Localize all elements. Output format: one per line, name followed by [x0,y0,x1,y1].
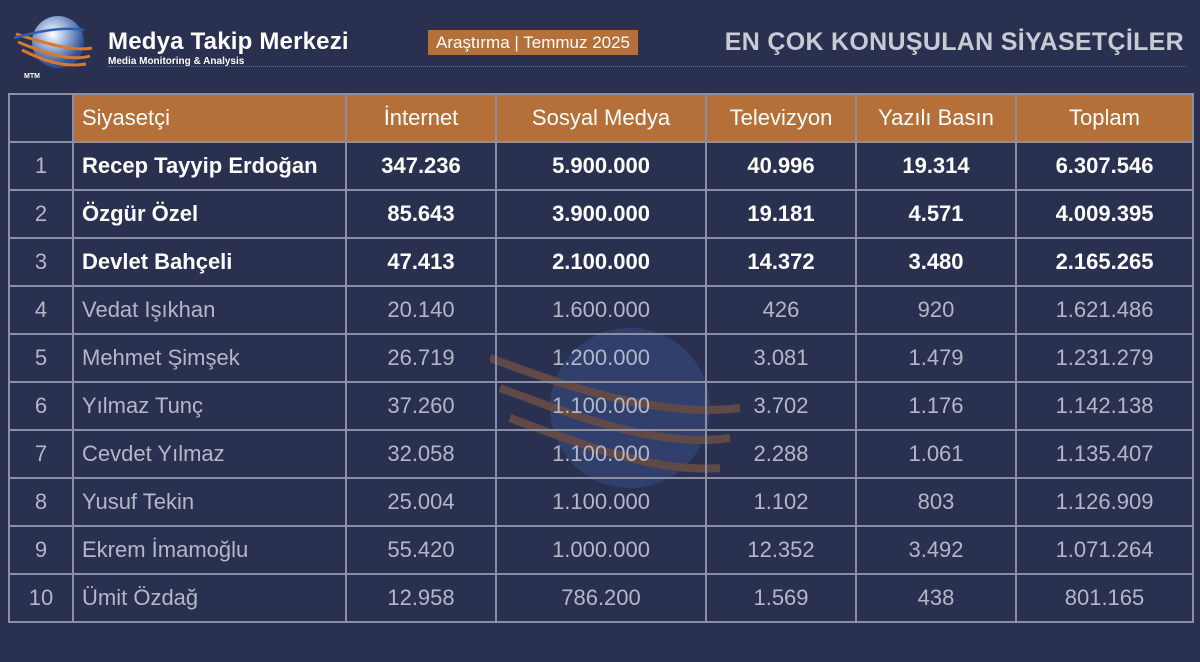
table-row: 5 Mehmet Şimşek 26.719 1.200.000 3.081 1.479 1… [8,333,1194,383]
politician-name: Yusuf Tekin [72,477,347,527]
politicians-table: Siyasetçi İnternet Sosyal Medya Televizy… [8,93,1194,623]
page-title: EN ÇOK KONUŞULAN SİYASETÇİLER [724,28,1184,56]
politician-name: Vedat Işıkhan [72,285,347,335]
total-value: 6.307.546 [1015,141,1194,191]
social-media-value: 786.200 [495,573,707,623]
social-media-value: 1.200.000 [495,333,707,383]
rank-cell: 2 [8,189,74,239]
politician-name: Cevdet Yılmaz [72,429,347,479]
television-value: 19.181 [705,189,857,239]
print-press-value: 4.571 [855,189,1017,239]
rank-cell: 5 [8,333,74,383]
politician-name: Ekrem İmamoğlu [72,525,347,575]
table-row: 7 Cevdet Yılmaz 32.058 1.100.000 2.288 1.061 1… [8,429,1194,479]
television-value: 12.352 [705,525,857,575]
internet-value: 25.004 [345,477,497,527]
brand-name: Medya Takip Merkezi [108,28,349,55]
television-value: 3.702 [705,381,857,431]
internet-value: 32.058 [345,429,497,479]
header-internet: İnternet [345,93,497,143]
print-press-value: 19.314 [855,141,1017,191]
total-value: 2.165.265 [1015,237,1194,287]
print-press-value: 3.480 [855,237,1017,287]
total-value: 1.621.486 [1015,285,1194,335]
globe-logo-icon: MTM [13,16,93,80]
social-media-value: 1.600.000 [495,285,707,335]
television-value: 2.288 [705,429,857,479]
header-politician: Siyasetçi [72,93,347,143]
internet-value: 55.420 [345,525,497,575]
rank-cell: 6 [8,381,74,431]
table-row: 4 Vedat Işıkhan 20.140 1.600.000 426 920 1.621… [8,285,1194,335]
header-total: Toplam [1015,93,1194,143]
header: MTM Medya Takip Merkezi Media Monitoring… [0,0,1200,90]
politician-name: Recep Tayyip Erdoğan [72,141,347,191]
internet-value: 26.719 [345,333,497,383]
television-value: 1.102 [705,477,857,527]
social-media-value: 2.100.000 [495,237,707,287]
television-value: 1.569 [705,573,857,623]
television-value: 3.081 [705,333,857,383]
rank-cell: 10 [8,573,74,623]
table-header-row: Siyasetçi İnternet Sosyal Medya Televizy… [8,93,1194,143]
politician-name: Yılmaz Tunç [72,381,347,431]
table-row: 10 Ümit Özdağ 12.958 786.200 1.569 438 801.165 [8,573,1194,623]
logo-abbr: MTM [24,73,40,80]
social-media-value: 5.900.000 [495,141,707,191]
print-press-value: 1.176 [855,381,1017,431]
total-value: 1.231.279 [1015,333,1194,383]
total-value: 4.009.395 [1015,189,1194,239]
total-value: 801.165 [1015,573,1194,623]
social-media-value: 1.100.000 [495,477,707,527]
television-value: 426 [705,285,857,335]
print-press-value: 803 [855,477,1017,527]
rank-cell: 8 [8,477,74,527]
total-value: 1.071.264 [1015,525,1194,575]
table-row: 9 Ekrem İmamoğlu 55.420 1.000.000 12.352 3.49… [8,525,1194,575]
table-row: 1 Recep Tayyip Erdoğan 347.236 5.900.000 40.… [8,141,1194,191]
print-press-value: 1.479 [855,333,1017,383]
header-television: Televizyon [705,93,857,143]
print-press-value: 3.492 [855,525,1017,575]
internet-value: 20.140 [345,285,497,335]
politician-name: Ümit Özdağ [72,573,347,623]
social-media-value: 1.000.000 [495,525,707,575]
header-rank [8,93,74,143]
politician-name: Mehmet Şimşek [72,333,347,383]
rank-cell: 9 [8,525,74,575]
internet-value: 85.643 [345,189,497,239]
social-media-value: 3.900.000 [495,189,707,239]
total-value: 1.135.407 [1015,429,1194,479]
internet-value: 12.958 [345,573,497,623]
politician-name: Devlet Bahçeli [72,237,347,287]
header-social-media: Sosyal Medya [495,93,707,143]
internet-value: 37.260 [345,381,497,431]
header-print-press: Yazılı Basın [855,93,1017,143]
internet-value: 347.236 [345,141,497,191]
table-row: 8 Yusuf Tekin 25.004 1.100.000 1.102 803 1.126… [8,477,1194,527]
television-value: 40.996 [705,141,857,191]
print-press-value: 920 [855,285,1017,335]
table-row: 6 Yılmaz Tunç 37.260 1.100.000 3.702 1.176 1.1… [8,381,1194,431]
rank-cell: 1 [8,141,74,191]
internet-value: 47.413 [345,237,497,287]
rank-cell: 4 [8,285,74,335]
brand-tagline: Media Monitoring & Analysis [108,56,245,67]
research-tag: Araştırma | Temmuz 2025 [428,30,639,55]
rank-cell: 7 [8,429,74,479]
table-row: 3 Devlet Bahçeli 47.413 2.100.000 14.372 3.48… [8,237,1194,287]
print-press-value: 1.061 [855,429,1017,479]
total-value: 1.142.138 [1015,381,1194,431]
print-press-value: 438 [855,573,1017,623]
total-value: 1.126.909 [1015,477,1194,527]
header-divider [108,66,1186,67]
social-media-value: 1.100.000 [495,381,707,431]
politician-name: Özgür Özel [72,189,347,239]
rank-cell: 3 [8,237,74,287]
television-value: 14.372 [705,237,857,287]
table-row: 2 Özgür Özel 85.643 3.900.000 19.181 4.571 4.0… [8,189,1194,239]
social-media-value: 1.100.000 [495,429,707,479]
